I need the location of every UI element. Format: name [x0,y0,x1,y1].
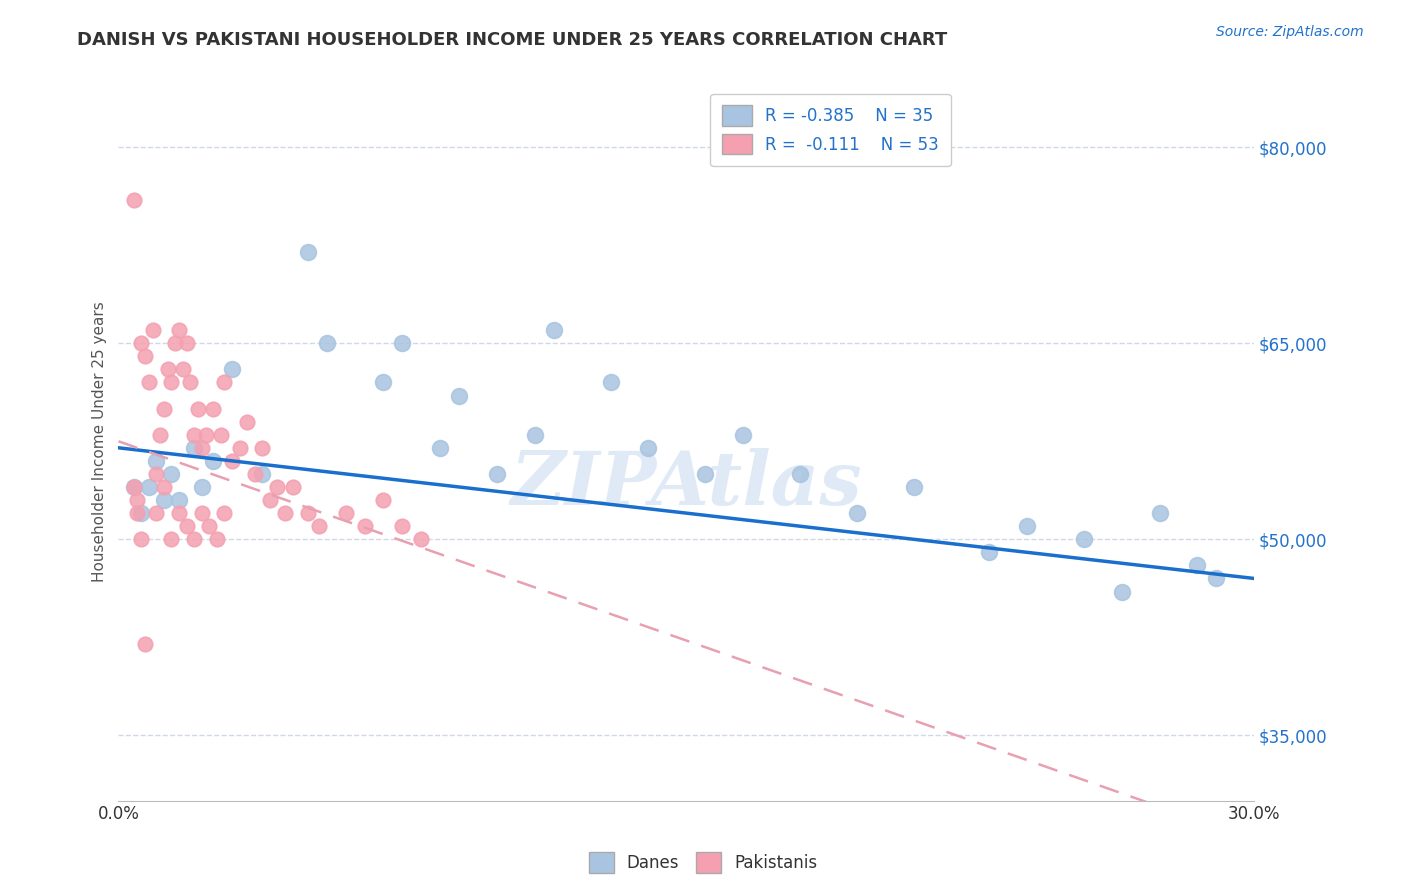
Point [179,376,201,390]
Point [149,427,172,442]
Point [543,323,565,337]
Point [153,493,176,508]
Point [167,506,190,520]
Point [335,506,357,520]
Point [373,493,395,508]
Point [160,376,183,390]
Point [145,454,167,468]
Point [281,480,304,494]
Point [391,336,413,351]
Point [202,401,225,416]
Point [236,415,259,429]
Point [205,533,228,547]
Point [315,336,337,351]
Y-axis label: Householder Income Under 25 years: Householder Income Under 25 years [93,301,107,582]
Point [190,480,212,494]
Point [221,362,243,376]
Point [172,362,194,376]
Point [145,467,167,481]
Point [129,506,152,520]
Point [209,427,232,442]
Point [1111,584,1133,599]
Point [127,506,149,520]
Text: DANISH VS PAKISTANI HOUSEHOLDER INCOME UNDER 25 YEARS CORRELATION CHART: DANISH VS PAKISTANI HOUSEHOLDER INCOME U… [77,31,948,49]
Point [160,467,183,481]
Point [486,467,509,481]
Point [733,427,755,442]
Point [411,533,433,547]
Text: ZIPAtlas: ZIPAtlas [510,448,862,521]
Point [353,519,375,533]
Point [1187,558,1209,573]
Point [599,376,621,390]
Point [145,506,167,520]
Point [167,323,190,337]
Point [391,519,413,533]
Point [903,480,925,494]
Legend: R = -0.385    N = 35, R =  -0.111    N = 53: R = -0.385 N = 35, R = -0.111 N = 53 [710,94,950,166]
Point [156,362,179,376]
Point [214,506,236,520]
Point [122,480,145,494]
Point [165,336,187,351]
Point [190,441,212,455]
Point [789,467,811,481]
Point [979,545,1001,559]
Point [183,533,205,547]
Point [138,480,160,494]
Point [1073,533,1095,547]
Point [134,637,156,651]
Point [308,519,330,533]
Point [637,441,659,455]
Point [1149,506,1171,520]
Point [160,533,183,547]
Point [141,323,163,337]
Point [138,376,160,390]
Point [176,336,198,351]
Point [228,441,250,455]
Point [297,244,319,259]
Point [194,427,217,442]
Point [202,454,225,468]
Point [190,506,212,520]
Point [252,441,274,455]
Point [198,519,221,533]
Point [214,376,236,390]
Point [187,401,209,416]
Point [266,480,288,494]
Point [183,427,205,442]
Point [1017,519,1039,533]
Point [259,493,281,508]
Point [243,467,266,481]
Point [134,349,156,363]
Point [129,336,152,351]
Point [122,480,145,494]
Text: Source: ZipAtlas.com: Source: ZipAtlas.com [1216,25,1364,39]
Point [695,467,717,481]
Point [252,467,274,481]
Point [153,401,176,416]
Point [153,480,176,494]
Point [122,193,145,207]
Point [274,506,297,520]
Point [127,493,149,508]
Point [167,493,190,508]
Point [176,519,198,533]
Point [297,506,319,520]
Point [523,427,546,442]
Point [1205,572,1227,586]
Point [221,454,243,468]
Point [129,533,152,547]
Point [845,506,868,520]
Point [373,376,395,390]
Point [449,388,471,402]
Point [429,441,451,455]
Legend: Danes, Pakistanis: Danes, Pakistanis [582,846,824,880]
Point [183,441,205,455]
